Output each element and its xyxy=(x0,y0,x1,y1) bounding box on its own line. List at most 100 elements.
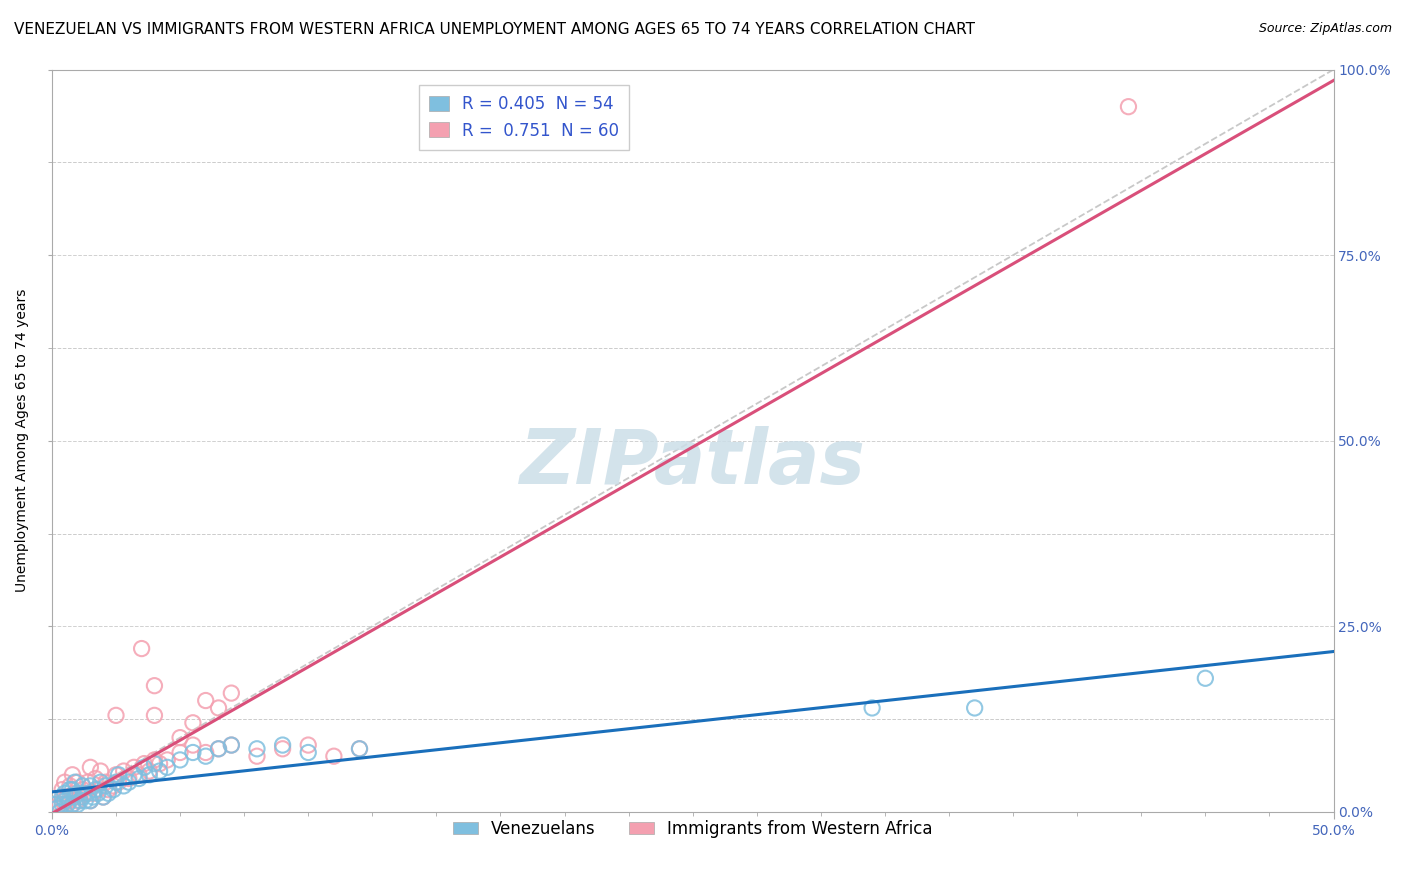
Point xyxy=(59,779,82,793)
Text: VENEZUELAN VS IMMIGRANTS FROM WESTERN AFRICA UNEMPLOYMENT AMONG AGES 65 TO 74 YE: VENEZUELAN VS IMMIGRANTS FROM WESTERN AF… xyxy=(14,22,974,37)
Point xyxy=(169,746,191,760)
Point xyxy=(349,741,371,756)
Point xyxy=(194,749,217,764)
Point xyxy=(72,782,94,797)
Point xyxy=(207,741,229,756)
Point xyxy=(181,738,204,752)
Point xyxy=(207,741,229,756)
Point xyxy=(66,786,89,800)
Point xyxy=(156,760,179,774)
Point xyxy=(112,764,135,778)
Point xyxy=(44,797,66,812)
Point xyxy=(59,794,82,808)
Point xyxy=(90,775,112,789)
Point xyxy=(72,779,94,793)
Point xyxy=(63,775,86,789)
Point xyxy=(963,701,986,715)
Point xyxy=(56,797,79,812)
Point xyxy=(156,753,179,767)
Point xyxy=(66,797,89,812)
Point xyxy=(91,790,114,805)
Point xyxy=(72,790,94,805)
Point xyxy=(59,782,82,797)
Point xyxy=(79,794,101,808)
Point xyxy=(79,794,101,808)
Point xyxy=(138,768,160,782)
Point xyxy=(84,772,107,786)
Point xyxy=(1194,671,1216,685)
Point xyxy=(46,801,69,815)
Point xyxy=(107,768,129,782)
Point xyxy=(181,746,204,760)
Point xyxy=(56,790,79,805)
Point xyxy=(107,775,129,789)
Point xyxy=(66,794,89,808)
Point xyxy=(169,731,191,745)
Point xyxy=(69,790,91,805)
Point xyxy=(84,782,107,797)
Point xyxy=(44,797,66,812)
Point xyxy=(134,760,156,774)
Point xyxy=(51,794,73,808)
Point xyxy=(53,775,76,789)
Point xyxy=(97,782,120,797)
Point xyxy=(246,741,269,756)
Point xyxy=(148,764,170,778)
Point xyxy=(63,790,86,805)
Point xyxy=(91,790,114,805)
Point xyxy=(181,715,204,730)
Point xyxy=(118,775,141,789)
Point xyxy=(138,764,160,778)
Point xyxy=(82,786,104,800)
Point xyxy=(105,708,128,723)
Point xyxy=(48,805,70,819)
Point xyxy=(122,760,145,774)
Point xyxy=(76,775,98,789)
Point xyxy=(53,786,76,800)
Text: ZIPatlas: ZIPatlas xyxy=(520,426,866,500)
Point xyxy=(79,760,101,774)
Point xyxy=(82,790,104,805)
Point xyxy=(63,786,86,800)
Point xyxy=(51,797,73,812)
Point xyxy=(62,782,84,797)
Point xyxy=(143,756,166,771)
Point xyxy=(128,768,150,782)
Point xyxy=(194,693,217,707)
Point xyxy=(221,686,243,700)
Point xyxy=(128,772,150,786)
Point xyxy=(76,786,98,800)
Point xyxy=(97,786,120,800)
Point xyxy=(46,801,69,815)
Point xyxy=(148,756,170,771)
Legend: Venezuelans, Immigrants from Western Africa: Venezuelans, Immigrants from Western Afr… xyxy=(446,813,939,845)
Point xyxy=(349,741,371,756)
Point xyxy=(51,790,73,805)
Point xyxy=(194,746,217,760)
Point xyxy=(271,741,294,756)
Point xyxy=(103,779,125,793)
Point xyxy=(207,701,229,715)
Point xyxy=(53,794,76,808)
Point xyxy=(62,797,84,812)
Point xyxy=(143,753,166,767)
Point xyxy=(75,794,97,808)
Point xyxy=(87,786,110,800)
Point xyxy=(94,779,117,793)
Point xyxy=(131,641,153,656)
Text: Source: ZipAtlas.com: Source: ZipAtlas.com xyxy=(1258,22,1392,36)
Point xyxy=(53,797,76,812)
Point xyxy=(169,753,191,767)
Point xyxy=(103,782,125,797)
Point xyxy=(143,679,166,693)
Point xyxy=(75,786,97,800)
Point xyxy=(122,768,145,782)
Point xyxy=(48,797,70,812)
Point xyxy=(134,756,156,771)
Point xyxy=(322,749,344,764)
Point xyxy=(118,772,141,786)
Point xyxy=(297,738,319,752)
Point xyxy=(59,790,82,805)
Point xyxy=(297,746,319,760)
Point xyxy=(221,738,243,752)
